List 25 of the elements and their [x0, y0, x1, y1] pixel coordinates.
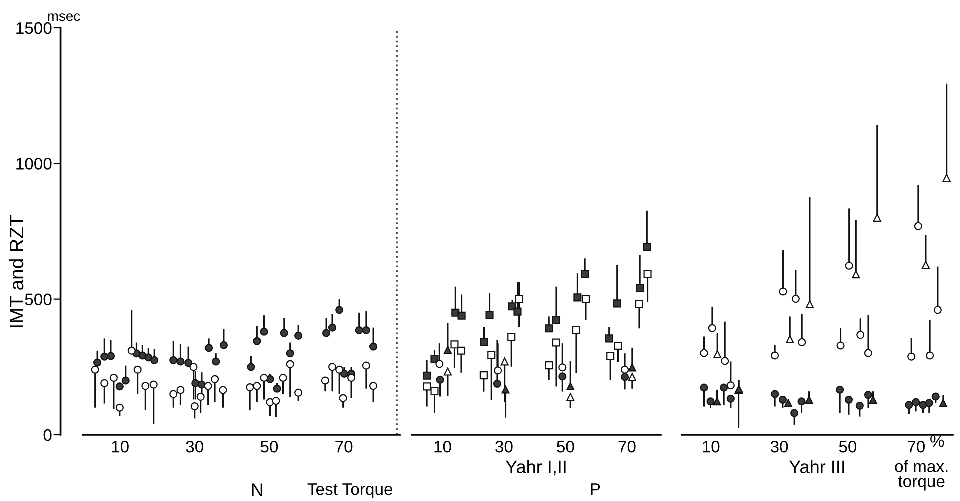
text: Test Torque [308, 484, 393, 499]
x-tick-label: 10 [434, 440, 452, 453]
y-tick-label: 1000 [16, 158, 52, 170]
text: % [930, 436, 944, 448]
y-axis-title: IMT and RZT [9, 216, 24, 328]
x-tick-label: 10 [703, 440, 720, 453]
x-axis-title: N [252, 484, 262, 496]
x-tick-label: 50 [557, 440, 574, 453]
x-tick-label: 30 [770, 440, 788, 453]
y-tick-label: 500 [25, 294, 52, 306]
y-tick-label: 0 [44, 429, 52, 442]
text: msec [48, 14, 80, 22]
x-tick-label: 50 [260, 440, 278, 453]
x-tick-label: 10 [112, 440, 129, 453]
text: of max. torque [895, 460, 948, 491]
y-tick-label: 1500 [16, 22, 52, 34]
x-tick-label: 30 [186, 440, 204, 453]
x-tick-label: 30 [496, 440, 513, 453]
x-tick-label: 70 [908, 440, 926, 453]
x-tick-label: 50 [839, 440, 857, 453]
x-axis-title: Yahr I,II [506, 460, 566, 476]
text: P [591, 484, 600, 496]
x-tick-label: 70 [618, 440, 636, 453]
x-axis-title: Yahr III [789, 460, 844, 474]
x-tick-label: 70 [336, 440, 353, 453]
